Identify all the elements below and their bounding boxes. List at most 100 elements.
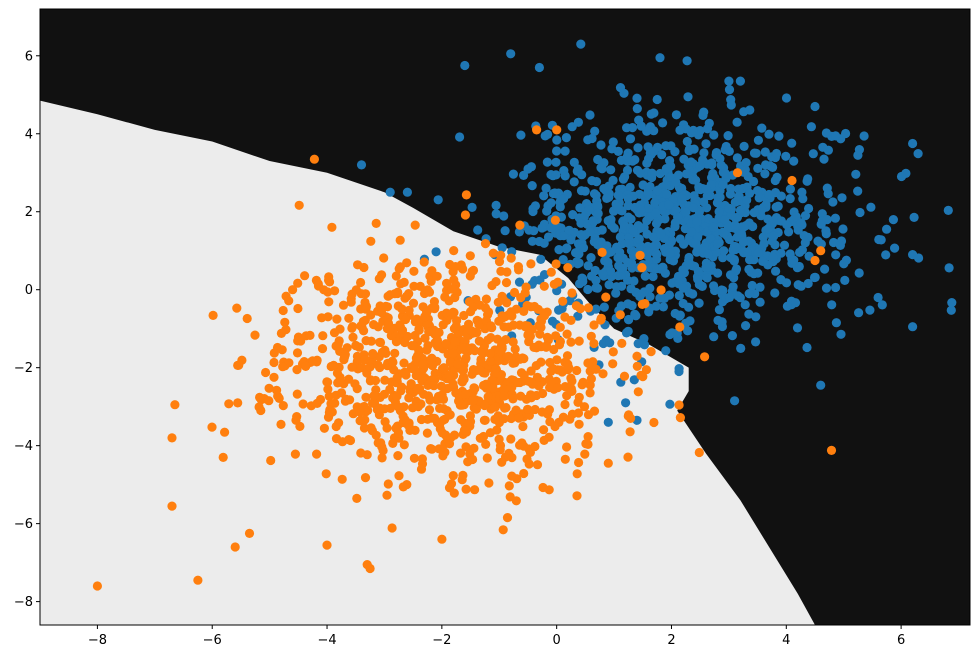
data-point [233, 398, 243, 408]
data-point [391, 337, 401, 347]
data-point [665, 399, 675, 409]
data-point [656, 285, 666, 295]
data-point [712, 239, 723, 249]
data-point [598, 269, 608, 279]
data-point [785, 184, 796, 194]
data-point [718, 180, 728, 190]
data-point [625, 182, 635, 192]
data-point [628, 225, 638, 236]
data-point [317, 344, 328, 354]
data-point [658, 302, 669, 312]
data-point [701, 184, 711, 194]
data-point [560, 454, 570, 464]
data-point [617, 338, 627, 348]
data-point [702, 124, 713, 134]
data-point [601, 292, 611, 302]
data-point [652, 185, 663, 196]
data-point [593, 201, 603, 211]
data-point [444, 371, 454, 381]
data-point [290, 449, 300, 459]
data-point [346, 297, 356, 307]
data-point [529, 342, 539, 352]
data-point [323, 377, 333, 387]
data-point [431, 247, 441, 257]
data-point [512, 377, 523, 388]
data-point [643, 189, 653, 199]
data-point [561, 133, 572, 143]
data-point [678, 283, 688, 293]
data-point [433, 195, 443, 205]
data-point [498, 525, 508, 535]
data-point [751, 312, 761, 322]
data-point [633, 143, 643, 153]
data-point [517, 438, 527, 448]
data-point [479, 400, 490, 411]
data-point [507, 311, 517, 321]
data-point [292, 365, 302, 375]
data-point [365, 362, 375, 372]
data-point [502, 513, 513, 523]
data-point [348, 409, 358, 419]
data-point [802, 342, 812, 353]
points-layer [92, 39, 957, 591]
data-point [618, 174, 629, 184]
data-point [360, 289, 371, 299]
data-point [452, 359, 463, 369]
data-point [485, 349, 495, 359]
data-point [716, 160, 726, 170]
data-point [569, 177, 579, 187]
data-point [342, 343, 352, 353]
data-point [578, 377, 588, 387]
data-point [523, 376, 534, 386]
data-point [823, 189, 833, 199]
data-point [720, 168, 730, 179]
data-point [629, 375, 639, 385]
data-point [733, 291, 743, 301]
data-point [572, 469, 582, 479]
data-point [605, 338, 615, 348]
data-point [347, 323, 357, 333]
data-point [730, 396, 740, 406]
data-point [332, 368, 342, 378]
data-point [488, 248, 498, 258]
data-point [580, 449, 590, 459]
data-point [738, 237, 749, 247]
data-point [382, 423, 392, 433]
data-point [529, 301, 540, 312]
plot-frame [39, 8, 971, 626]
x-tick-label: −4 [317, 633, 336, 648]
data-point [732, 117, 742, 127]
y-tick-label: 4 [25, 127, 33, 142]
data-point [232, 303, 242, 313]
data-point [831, 318, 842, 328]
data-point [422, 307, 432, 318]
data-point [385, 403, 395, 413]
data-point [606, 247, 616, 257]
data-point [375, 403, 385, 413]
data-point [394, 471, 404, 481]
data-point [486, 321, 496, 331]
data-point [573, 117, 584, 127]
data-point [699, 107, 709, 117]
data-point [385, 187, 395, 197]
data-point [280, 317, 290, 327]
data-point [736, 343, 746, 353]
data-point [729, 256, 739, 266]
data-point [438, 415, 448, 425]
data-point [276, 419, 286, 429]
data-point [545, 357, 555, 368]
data-point [450, 285, 460, 295]
data-point [359, 326, 369, 336]
data-point [859, 131, 869, 141]
data-point [707, 158, 717, 168]
data-point [450, 337, 460, 347]
data-point [562, 243, 572, 253]
x-tick-label: −2 [432, 633, 451, 648]
data-point [410, 365, 420, 375]
data-point [877, 300, 887, 310]
data-point [395, 235, 405, 245]
data-point [393, 428, 404, 438]
data-point [423, 391, 434, 401]
data-point [546, 223, 556, 233]
data-point [518, 421, 528, 432]
